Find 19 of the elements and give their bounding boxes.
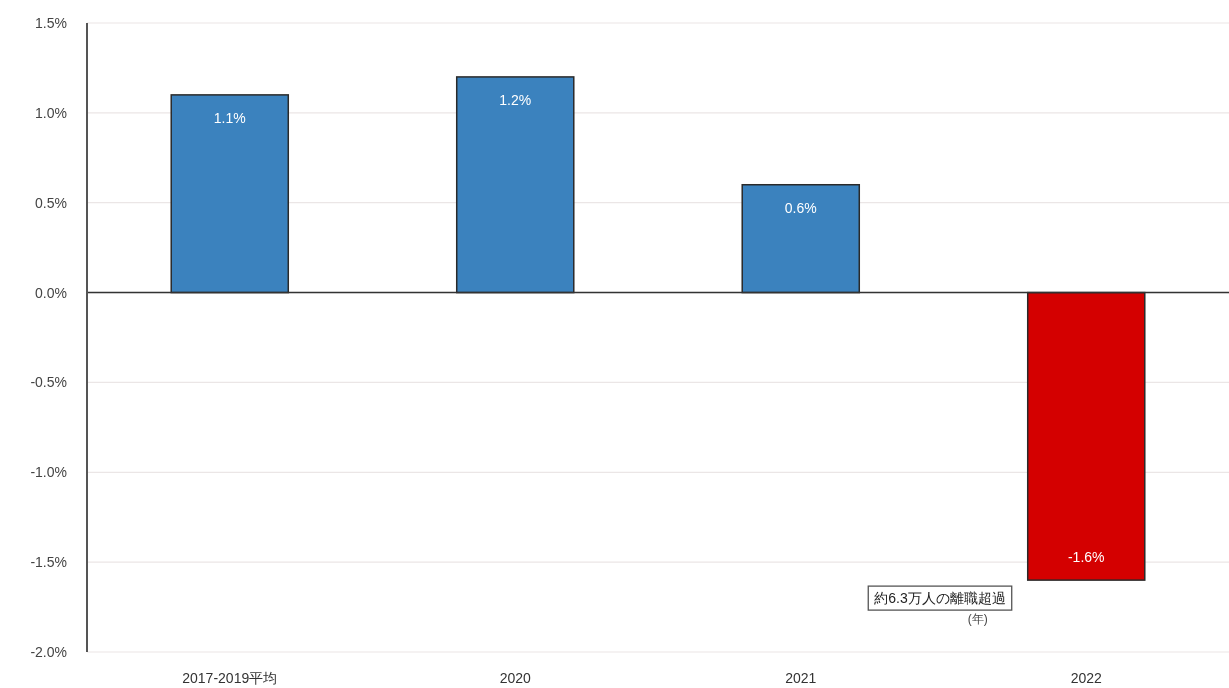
x-tick-label: 2022 bbox=[1070, 670, 1103, 686]
y-tick-label: 1.0% bbox=[35, 104, 67, 121]
data-label: 1.1% bbox=[213, 109, 246, 126]
x-axis-title: (年) bbox=[967, 612, 988, 626]
annotation: 約6.3万人の離職超過 bbox=[874, 590, 1006, 607]
y-tick-label: 0.0% bbox=[35, 284, 67, 301]
y-tick-label: 0.5% bbox=[35, 194, 67, 211]
y-tick-label: -1.0% bbox=[30, 464, 67, 481]
y-tick-label: -0.5% bbox=[30, 374, 67, 391]
y-tick-label: -1.5% bbox=[30, 554, 67, 571]
data-label: -1.6% bbox=[1067, 549, 1105, 566]
y-tick-label: 1.5% bbox=[35, 15, 67, 31]
x-tick-label: 2020 bbox=[499, 670, 532, 686]
annotation: 約6.3万人の離職超過 bbox=[867, 585, 1013, 611]
y-tick-label: -2.0% bbox=[30, 644, 67, 660]
data-label: 0.6% bbox=[784, 199, 817, 216]
x-tick-label: 2017-2019平均 bbox=[182, 670, 278, 686]
x-tick-label: 2021 bbox=[785, 670, 817, 686]
data-label: 1.2% bbox=[499, 91, 532, 108]
